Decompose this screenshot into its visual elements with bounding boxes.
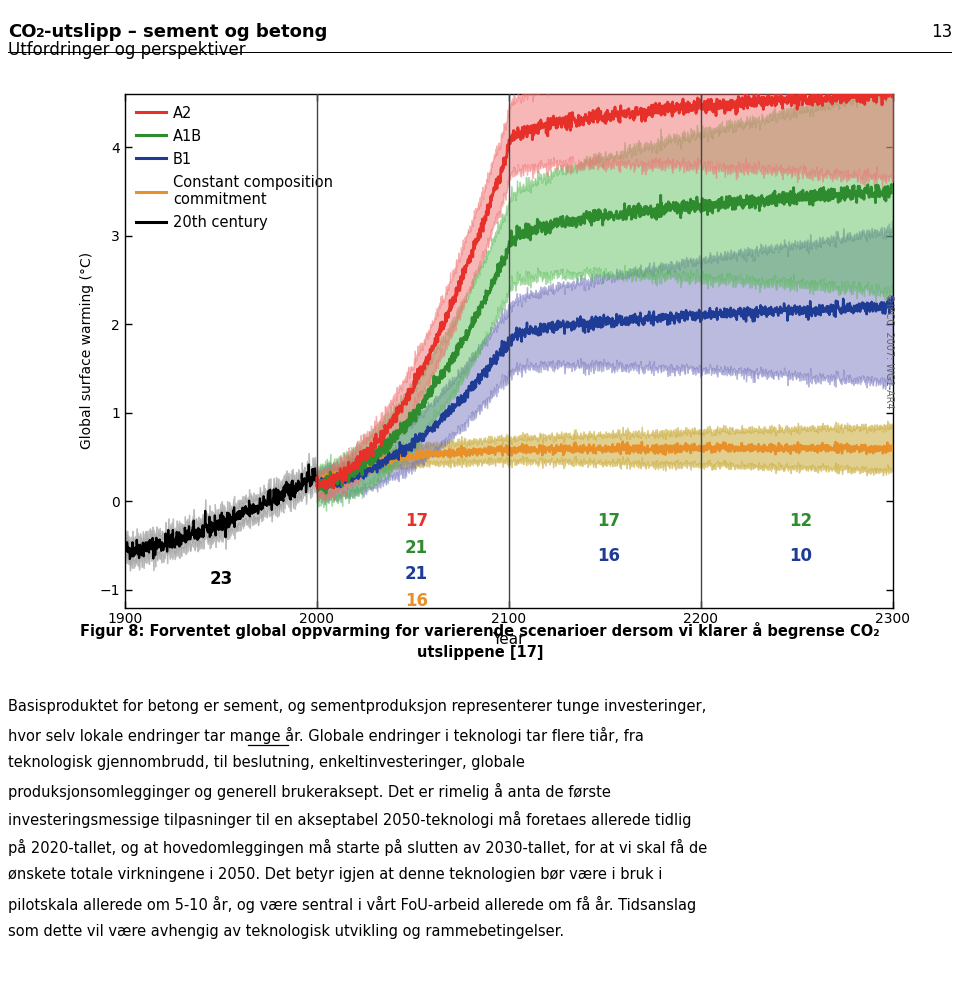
Text: 10: 10 bbox=[789, 547, 812, 565]
Text: på 2020-tallet, og at hovedomleggingen må starte på slutten av 2030-tallet, for : på 2020-tallet, og at hovedomleggingen m… bbox=[8, 840, 707, 857]
Text: hvor selv lokale endringer tar mange år. Globale endringer i teknologi tar flere: hvor selv lokale endringer tar mange år.… bbox=[8, 727, 643, 744]
Text: 16: 16 bbox=[405, 592, 428, 610]
Text: 23: 23 bbox=[209, 570, 232, 588]
Text: ©IPCC  2007: WG1-AR4: ©IPCC 2007: WG1-AR4 bbox=[883, 292, 894, 409]
Text: 16: 16 bbox=[597, 547, 620, 565]
Y-axis label: Global surface warming (°C): Global surface warming (°C) bbox=[80, 252, 94, 450]
Text: som dette vil være avhengig av teknologisk utvikling og rammebetingelser.: som dette vil være avhengig av teknologi… bbox=[8, 924, 564, 939]
Text: Basisproduktet for betong er sement, og sementproduksjon representerer tunge inv: Basisproduktet for betong er sement, og … bbox=[8, 699, 706, 713]
Text: 13: 13 bbox=[931, 23, 952, 41]
Text: Utfordringer og perspektiver: Utfordringer og perspektiver bbox=[8, 41, 246, 59]
Text: 21: 21 bbox=[405, 538, 428, 556]
Text: -utslipp – sement og betong: -utslipp – sement og betong bbox=[44, 23, 327, 41]
Text: teknologisk gjennombrudd, til beslutning, enkeltinvesteringer, globale: teknologisk gjennombrudd, til beslutning… bbox=[8, 755, 524, 770]
Text: 12: 12 bbox=[789, 512, 812, 530]
Legend: A2, A1B, B1, Constant composition
commitment, 20th century: A2, A1B, B1, Constant composition commit… bbox=[132, 101, 337, 234]
Text: Figur 8: Forventet global oppvarming for varierende scenarioer dersom vi klarer : Figur 8: Forventet global oppvarming for… bbox=[81, 622, 879, 660]
Text: 21: 21 bbox=[405, 565, 428, 583]
Text: 17: 17 bbox=[405, 512, 428, 530]
Text: investeringsmessige tilpasninger til en akseptabel 2050-teknologi må foretaes al: investeringsmessige tilpasninger til en … bbox=[8, 811, 691, 828]
Text: ønskete totale virkningene i 2050. Det betyr igjen at denne teknologien bør være: ønskete totale virkningene i 2050. Det b… bbox=[8, 867, 662, 882]
Text: produksjonsomlegginger og generell brukeraksept. Det er rimelig å anta de første: produksjonsomlegginger og generell bruke… bbox=[8, 782, 611, 800]
X-axis label: Year: Year bbox=[492, 632, 525, 647]
Text: pilotskala allerede om 5-10 år, og være sentral i vårt FoU-arbeid allerede om få: pilotskala allerede om 5-10 år, og være … bbox=[8, 896, 696, 913]
Text: CO: CO bbox=[8, 23, 36, 41]
Text: 17: 17 bbox=[597, 512, 620, 530]
Text: 2: 2 bbox=[36, 27, 44, 40]
